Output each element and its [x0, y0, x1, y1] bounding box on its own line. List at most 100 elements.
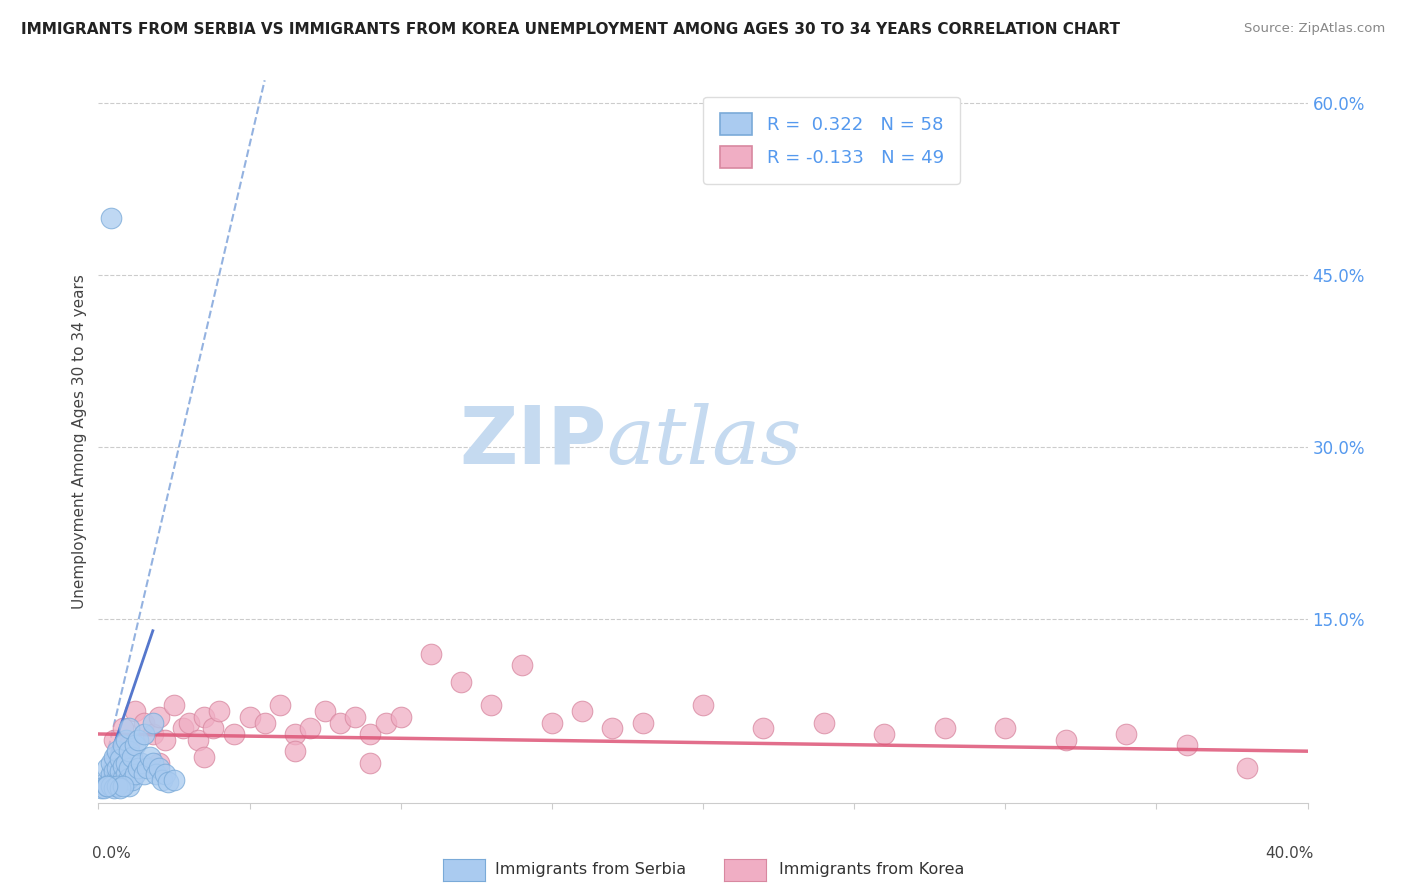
Point: [360, 727, 382, 741]
Point: [329, 715, 352, 730]
Point: [389, 710, 412, 724]
Point: [118, 744, 141, 758]
Text: IMMIGRANTS FROM SERBIA VS IMMIGRANTS FROM KOREA UNEMPLOYMENT AMONG AGES 30 TO 34: IMMIGRANTS FROM SERBIA VS IMMIGRANTS FRO…: [21, 22, 1121, 37]
Point: [108, 764, 131, 778]
Point: [299, 721, 322, 735]
Point: [118, 771, 141, 785]
Text: Immigrants from Korea: Immigrants from Korea: [779, 863, 965, 877]
Point: [813, 715, 835, 730]
Point: [124, 704, 146, 718]
Point: [481, 698, 503, 713]
Point: [114, 756, 136, 770]
Point: [934, 721, 956, 735]
Point: [118, 739, 141, 753]
Point: [692, 698, 714, 713]
Point: [153, 767, 176, 781]
Point: [193, 710, 215, 724]
Point: [1236, 761, 1258, 775]
Point: [111, 771, 134, 785]
Point: [114, 767, 136, 781]
Point: [118, 761, 141, 775]
Point: [450, 675, 472, 690]
Point: [129, 756, 152, 770]
Point: [124, 767, 146, 781]
Point: [96, 772, 118, 787]
Point: [374, 715, 396, 730]
Point: [105, 779, 128, 793]
Point: [873, 727, 896, 741]
Point: [105, 744, 128, 758]
Point: [96, 779, 118, 793]
Point: [100, 756, 122, 770]
Point: [105, 761, 128, 775]
Point: [208, 704, 231, 718]
Point: [510, 658, 533, 673]
Point: [1054, 732, 1077, 747]
Point: [114, 775, 136, 789]
Point: [172, 721, 194, 735]
Point: [114, 732, 136, 747]
Point: [103, 772, 125, 787]
Point: [100, 767, 122, 781]
Point: [124, 739, 146, 753]
Point: [142, 756, 165, 770]
Point: [148, 756, 170, 770]
Point: [118, 779, 141, 793]
Point: [994, 721, 1017, 735]
Point: [631, 715, 654, 730]
Text: 0.0%: 0.0%: [93, 847, 131, 861]
Point: [148, 710, 170, 724]
Point: [90, 780, 112, 795]
Point: [96, 761, 118, 775]
Text: Immigrants from Serbia: Immigrants from Serbia: [495, 863, 686, 877]
Point: [127, 761, 149, 775]
Point: [360, 756, 382, 770]
Point: [179, 715, 201, 730]
Point: [100, 211, 122, 225]
Point: [100, 779, 122, 793]
Point: [1115, 727, 1137, 741]
Point: [132, 727, 155, 741]
Point: [156, 775, 179, 789]
Point: [314, 704, 336, 718]
Point: [420, 647, 443, 661]
Point: [224, 727, 246, 741]
Point: [540, 715, 562, 730]
Point: [202, 721, 225, 735]
Point: [103, 779, 125, 793]
Point: [121, 772, 143, 787]
Text: ZIP: ZIP: [458, 402, 606, 481]
Point: [752, 721, 775, 735]
Legend: R =  0.322   N = 58, R = -0.133   N = 49: R = 0.322 N = 58, R = -0.133 N = 49: [703, 96, 960, 184]
Point: [108, 752, 131, 766]
Point: [103, 732, 125, 747]
Point: [153, 732, 176, 747]
Point: [344, 710, 367, 724]
Point: [139, 750, 162, 764]
Point: [103, 780, 125, 795]
Point: [150, 772, 173, 787]
Point: [111, 779, 134, 793]
Y-axis label: Unemployment Among Ages 30 to 34 years: Unemployment Among Ages 30 to 34 years: [72, 274, 87, 609]
Point: [93, 779, 115, 793]
Point: [100, 775, 122, 789]
Point: [111, 759, 134, 773]
Point: [193, 750, 215, 764]
Point: [239, 710, 262, 724]
Text: Source: ZipAtlas.com: Source: ZipAtlas.com: [1244, 22, 1385, 36]
Point: [269, 698, 291, 713]
Text: 40.0%: 40.0%: [1265, 847, 1313, 861]
Point: [1175, 739, 1198, 753]
Point: [108, 780, 131, 795]
Point: [145, 767, 167, 781]
Point: [105, 775, 128, 789]
Point: [127, 732, 149, 747]
Point: [111, 721, 134, 735]
Point: [163, 698, 186, 713]
Point: [111, 739, 134, 753]
Point: [105, 771, 128, 785]
Point: [284, 727, 307, 741]
Text: atlas: atlas: [606, 403, 801, 480]
Point: [142, 715, 165, 730]
Point: [142, 727, 165, 741]
